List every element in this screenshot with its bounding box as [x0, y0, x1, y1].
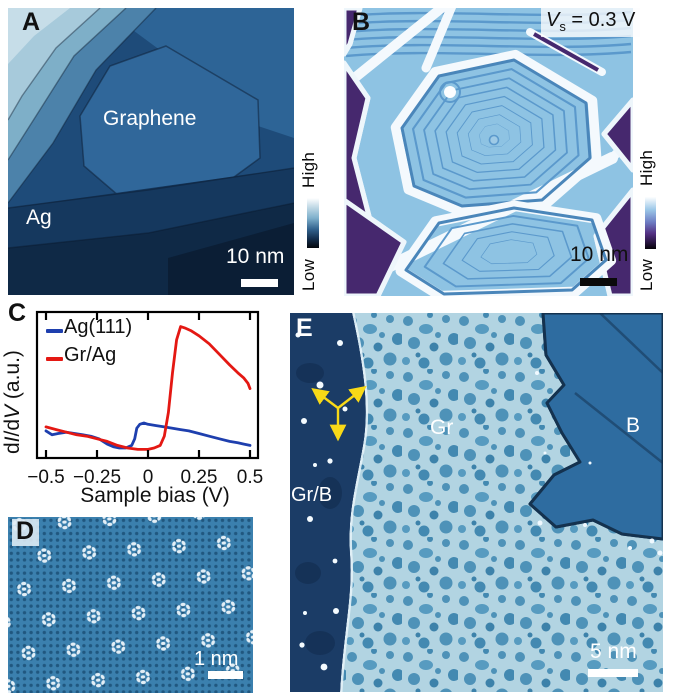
- panel-b-label: B: [352, 8, 371, 36]
- colorbar-a-gradient: [307, 198, 319, 248]
- colorbar-a-low-label: Low: [299, 258, 318, 292]
- panel-a-scalebar-label: 10 nm: [226, 245, 285, 268]
- panel-e-label: E: [296, 314, 313, 342]
- bias-symbol: V: [546, 9, 560, 31]
- crystal-axes-arrows-icon: [311, 385, 367, 442]
- colorbar-b-gradient: [645, 197, 656, 249]
- panel-d-label: D: [12, 519, 40, 546]
- x-tick-label: −0.25: [73, 467, 121, 488]
- legend-label-grag: Gr/Ag: [64, 344, 117, 366]
- panel-d-scalebar: [208, 671, 243, 679]
- panel-e-image: [290, 313, 663, 692]
- panel-e-grb-label: Gr/B: [291, 484, 333, 506]
- didv-plot: −0.5 −0.25 0 0.25 0.5: [27, 310, 263, 488]
- x-tick-label: −0.5: [27, 467, 65, 488]
- colorbar-a-high-label: High: [299, 151, 318, 189]
- panel-c-label: C: [8, 299, 27, 327]
- x-tick-label: 0: [143, 467, 154, 488]
- x-axis-ticks: −0.5 −0.25 0 0.25 0.5: [27, 313, 263, 488]
- colorbar-b-low-label: Low: [637, 258, 656, 292]
- panel-b-scalebar-label: 10 nm: [570, 243, 629, 266]
- colorbar-b-high-label: High: [637, 149, 656, 187]
- panel-e-gr-label: Gr: [430, 416, 454, 439]
- bias-value: = 0.3 V: [565, 9, 636, 31]
- panel-d-image: [8, 517, 253, 693]
- legend-label-ag111: Ag(111): [64, 316, 133, 338]
- plot-frame: [35, 310, 260, 460]
- panel-a-scalebar: [241, 279, 278, 287]
- plot-y-axis-label: dI/dV (a.u.): [1, 350, 24, 454]
- panel-e-b-label: B: [626, 414, 641, 437]
- x-tick-label: 0.25: [181, 467, 218, 488]
- x-tick-label: 0.5: [237, 467, 263, 488]
- legend-swatch-ag111: [46, 329, 63, 333]
- panel-b-scalebar: [580, 278, 617, 286]
- panel-a-graphene-label: Graphene: [103, 107, 197, 130]
- plot-series: [44, 325, 252, 451]
- legend-swatch-grag: [46, 357, 63, 361]
- bias-subscript: s: [559, 19, 566, 34]
- panel-e-scalebar-label: 5 nm: [590, 640, 637, 663]
- panel-a-ag-label: Ag: [26, 206, 52, 229]
- panel-b-image: [344, 8, 633, 296]
- series-line-gr-ag: [44, 325, 252, 451]
- panel-e-scalebar: [588, 669, 638, 677]
- panel-a-image: [8, 8, 294, 295]
- panel-b-bias-label: Vs = 0.3 V: [541, 8, 641, 37]
- panel-a-label: A: [22, 8, 41, 36]
- panel-d-scalebar-label: 1 nm: [194, 648, 239, 670]
- plot-x-axis-label: Sample bias (V): [80, 484, 230, 507]
